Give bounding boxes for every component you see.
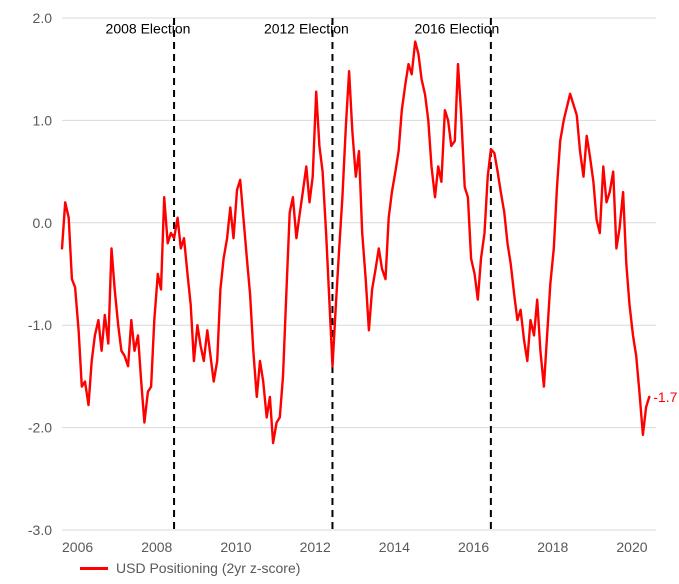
svg-text:-2.0: -2.0 bbox=[28, 420, 52, 436]
svg-text:2018: 2018 bbox=[537, 539, 568, 555]
svg-text:2020: 2020 bbox=[616, 539, 647, 555]
svg-text:2006: 2006 bbox=[62, 539, 93, 555]
svg-text:-3.0: -3.0 bbox=[28, 522, 52, 538]
svg-text:2012 Election: 2012 Election bbox=[264, 20, 349, 36]
svg-text:2010: 2010 bbox=[220, 539, 251, 555]
svg-text:2008 Election: 2008 Election bbox=[106, 20, 191, 36]
svg-text:0.0: 0.0 bbox=[33, 215, 53, 231]
svg-text:2008: 2008 bbox=[141, 539, 172, 555]
chart-svg: 2.0 1.0 0.0 -1.0 -2.0 -3.0 2006 2008 2010 2012 201… bbox=[0, 0, 679, 584]
legend: USD Positioning (2yr z-score) bbox=[80, 560, 300, 576]
chart-container: 2.0 1.0 0.0 -1.0 -2.0 -3.0 2006 2008 2010 2012 201… bbox=[0, 0, 679, 584]
svg-text:2014: 2014 bbox=[379, 539, 410, 555]
legend-label: USD Positioning (2yr z-score) bbox=[116, 560, 300, 576]
svg-text:2016: 2016 bbox=[458, 539, 489, 555]
svg-text:1.0: 1.0 bbox=[33, 112, 53, 128]
svg-text:2.0: 2.0 bbox=[33, 10, 53, 26]
svg-text:-1.0: -1.0 bbox=[28, 317, 52, 333]
svg-text:-1.7: -1.7 bbox=[653, 389, 677, 405]
svg-text:2012: 2012 bbox=[300, 539, 331, 555]
legend-swatch bbox=[80, 567, 108, 570]
svg-text:2016 Election: 2016 Election bbox=[414, 20, 499, 36]
